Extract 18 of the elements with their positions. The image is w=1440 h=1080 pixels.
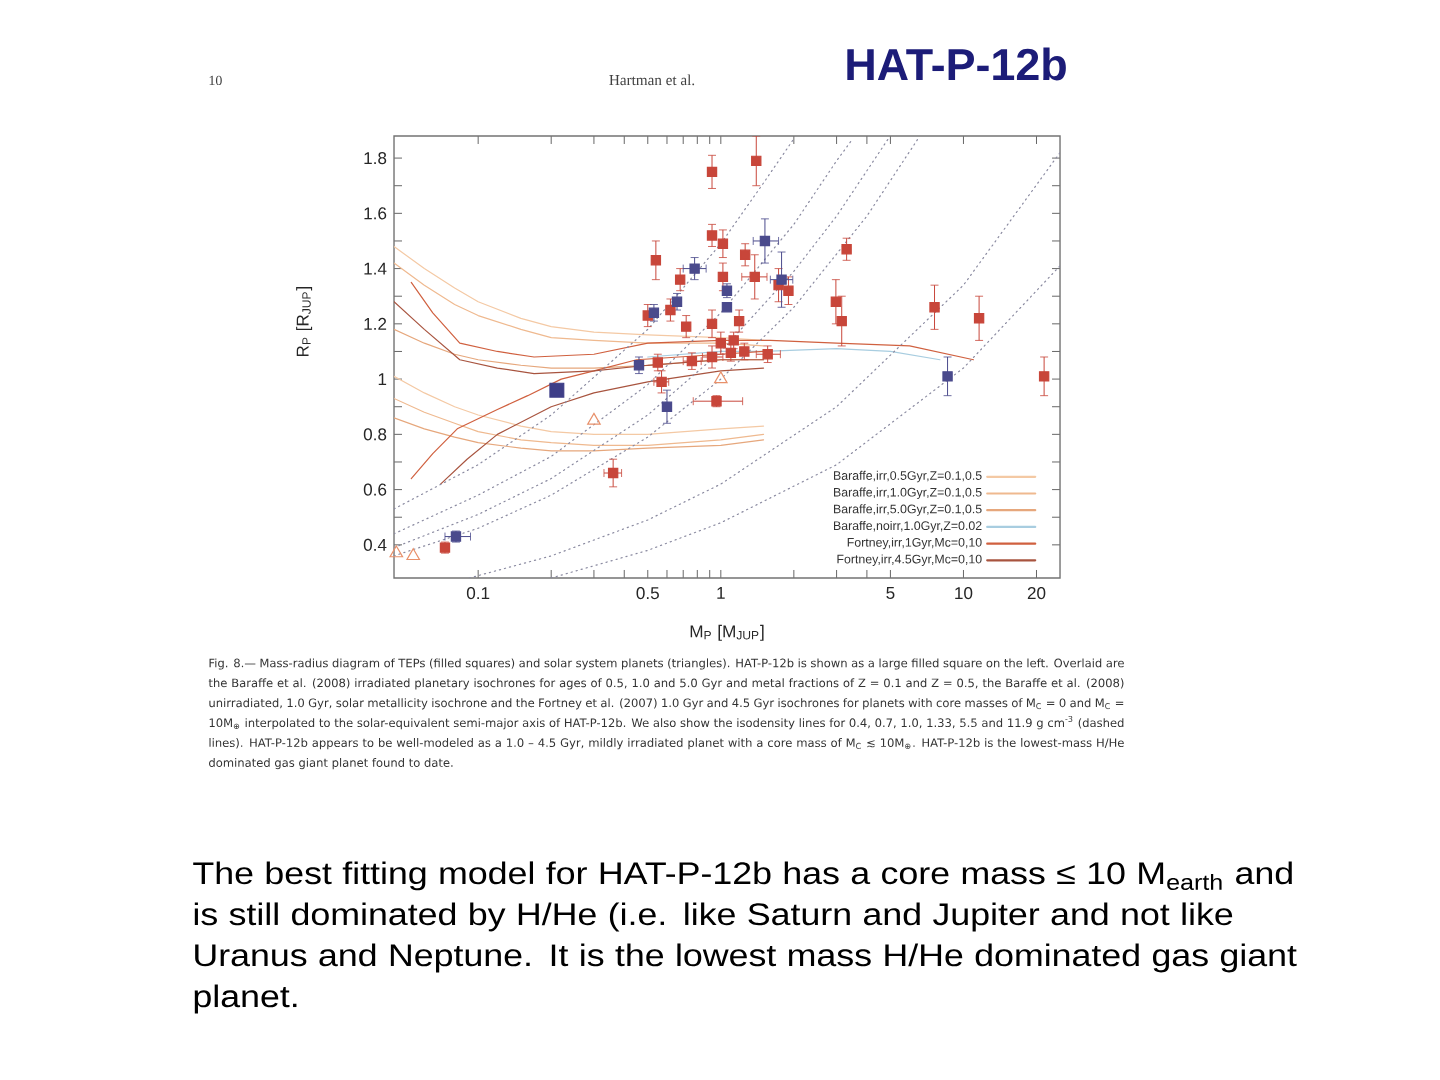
y-tick-label: 1 [378,373,387,385]
y-tick-label: 1.8 [364,152,387,165]
x-tick-label: 0.1 [466,587,490,600]
y-tick-label: 0.6 [363,483,387,496]
y-tick-label: 1.4 [364,262,387,275]
x-tick-label: 1 [717,587,725,599]
x-tick-label: 0.5 [636,587,659,600]
chart-title: HAT-P-12b [847,47,1066,81]
y-axis-title: R$_{P}$ [R$_{JUP}$] [296,287,313,357]
y-tick-label: 0.4 [363,538,387,551]
x-tick-label: 5 [886,587,895,599]
y-tick-label: 1.6 [364,207,387,220]
y-tick-label: 0.8 [363,428,387,441]
x-tick-label: 20 [1027,587,1046,600]
y-tick-label: 1.2 [364,317,387,330]
x-tick-label: 10 [955,587,973,600]
x-axis-title: M$_{P}$ [M$_{JUP}$] [690,624,764,641]
text: The best fitting model for HAT-P-12b has a core mass ≤ 10 M$_{earth}$ and is still dominated by H/He (i.e. like Saturn and Jupiter and not like Uranus and Neptune. It is the lowest mass H/He dominated gas giant planet. [193,861,1297,1014]
